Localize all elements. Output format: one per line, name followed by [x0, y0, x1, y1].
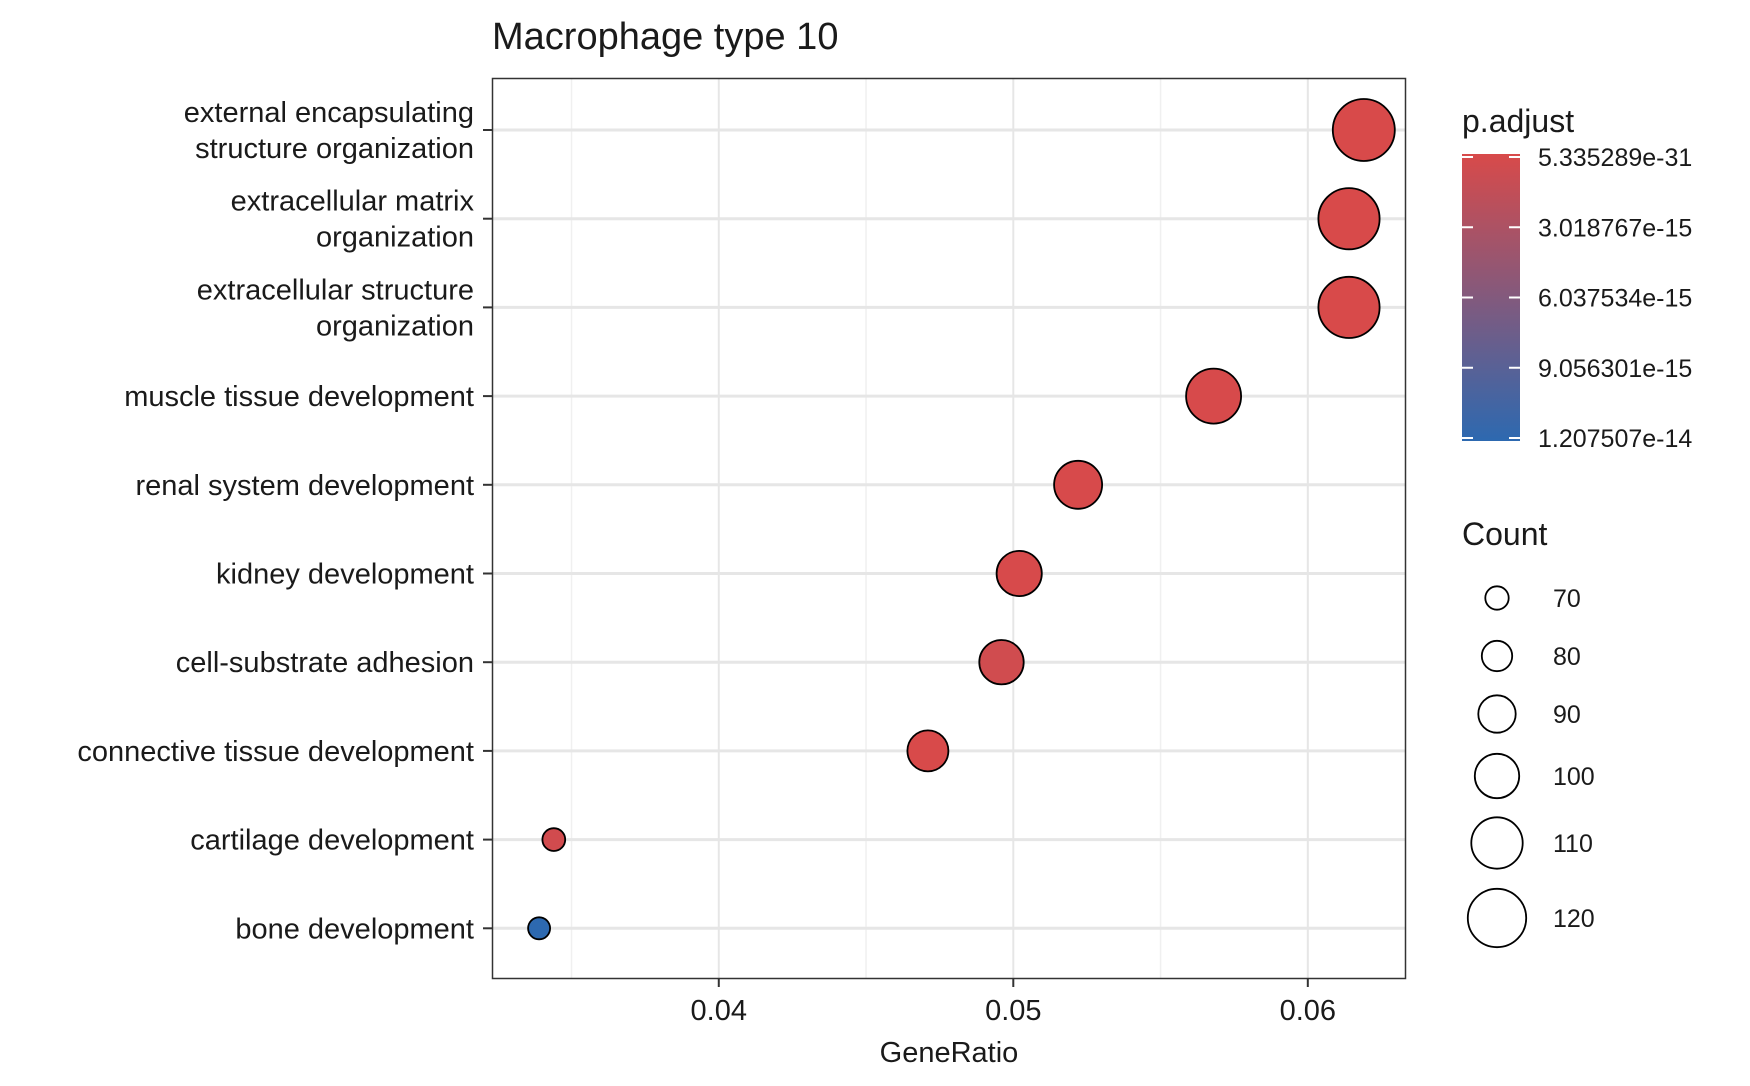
data-point	[1331, 98, 1396, 162]
colorbar-label: 6.037534e-15	[1538, 285, 1692, 313]
count-legend: Count 70 80 90 100 110 120	[1462, 516, 1595, 949]
data-points	[527, 98, 1396, 941]
y-tick-label: bone development	[235, 913, 474, 945]
y-tick-label: extracellular structure organization	[197, 274, 474, 342]
y-tick-label: connective tissue development	[77, 736, 474, 768]
y-tick-label: cell-substrate adhesion	[176, 647, 474, 679]
data-point	[906, 729, 950, 773]
count-legend-label: 70	[1553, 585, 1581, 613]
y-tick-label: muscle tissue development	[124, 381, 474, 413]
x-tick-label: 0.06	[1280, 995, 1336, 1027]
p-adjust-legend-title: p.adjust	[1462, 103, 1574, 139]
count-legend-label: 110	[1553, 830, 1593, 858]
y-tick-label: kidney development	[216, 559, 474, 591]
count-legend-key	[1470, 816, 1524, 870]
count-legend-key	[1466, 887, 1528, 949]
x-axis-label: GeneRatio	[880, 1037, 1019, 1069]
count-legend-key	[1473, 752, 1521, 800]
y-axis: external encapsulating structure organiza…	[77, 97, 492, 945]
count-legend-key	[1477, 694, 1517, 734]
data-point	[1317, 187, 1381, 251]
colorbar-label: 9.056301e-15	[1538, 355, 1692, 383]
plot-panel-border	[491, 77, 1407, 980]
data-point	[978, 639, 1025, 686]
data-point	[541, 827, 567, 852]
data-point	[1185, 367, 1242, 425]
count-legend-label: 120	[1553, 905, 1595, 933]
chart-title: Macrophage type 10	[492, 16, 838, 58]
colorbar-label: 3.018767e-15	[1538, 214, 1692, 242]
x-tick-label: 0.05	[985, 995, 1041, 1027]
count-legend-label: 90	[1553, 701, 1581, 729]
data-point	[1317, 275, 1381, 339]
count-legend-title: Count	[1462, 516, 1548, 552]
colorbar-label: 1.207507e-14	[1538, 425, 1692, 453]
data-point	[1053, 459, 1103, 510]
y-tick-label: external encapsulating structure organiza…	[184, 97, 474, 165]
count-legend-key	[1484, 585, 1510, 611]
grid	[492, 78, 1405, 978]
count-legend-label: 100	[1553, 763, 1595, 791]
x-tick-label: 0.04	[691, 995, 747, 1027]
y-tick-label: renal system development	[136, 470, 475, 502]
data-point	[527, 916, 551, 941]
count-legend-key	[1480, 639, 1514, 673]
y-tick-label: cartilage development	[190, 825, 474, 857]
y-tick-label: extracellular matrix organization	[231, 186, 475, 254]
colorbar-label: 5.335289e-31	[1538, 144, 1692, 172]
count-legend-label: 80	[1553, 643, 1581, 671]
p-adjust-legend: p.adjust 5.335289e-31 3.018767e-15 6.03753…	[1462, 103, 1692, 453]
x-axis: 0.04 0.05 0.06	[691, 978, 1336, 1027]
data-point	[995, 550, 1043, 598]
